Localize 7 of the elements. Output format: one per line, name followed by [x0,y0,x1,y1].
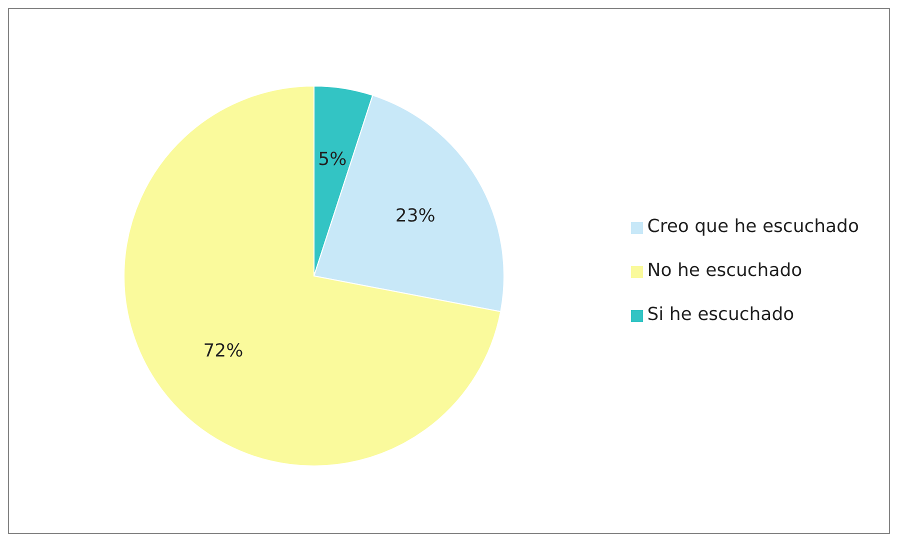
data-label: 72% [203,340,244,362]
pie-slice [124,86,502,466]
data-label: 23% [395,206,436,227]
data-label: 5% [318,149,347,170]
legend-label: Creo que he escuchado [647,216,859,237]
legend-label: Si he escuchado [647,304,794,325]
legend-label: No he escuchado [647,260,802,281]
